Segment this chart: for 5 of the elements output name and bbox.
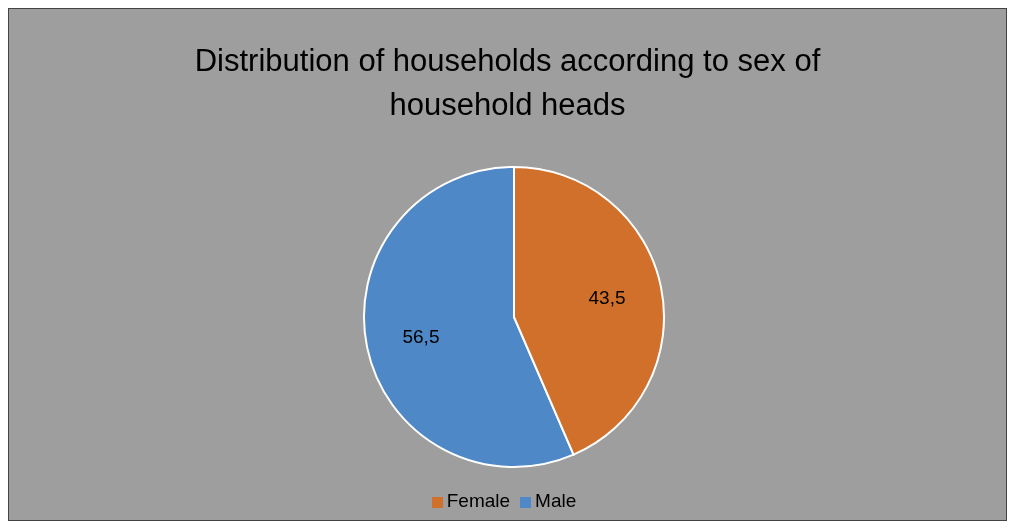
chart-title: Distribution of households according to sex of household heads [193, 42, 822, 124]
legend-label: Female [446, 490, 511, 511]
legend-label: Male [535, 490, 577, 511]
data-label: 56,5 [402, 325, 440, 347]
data-label: 43,5 [588, 287, 626, 309]
